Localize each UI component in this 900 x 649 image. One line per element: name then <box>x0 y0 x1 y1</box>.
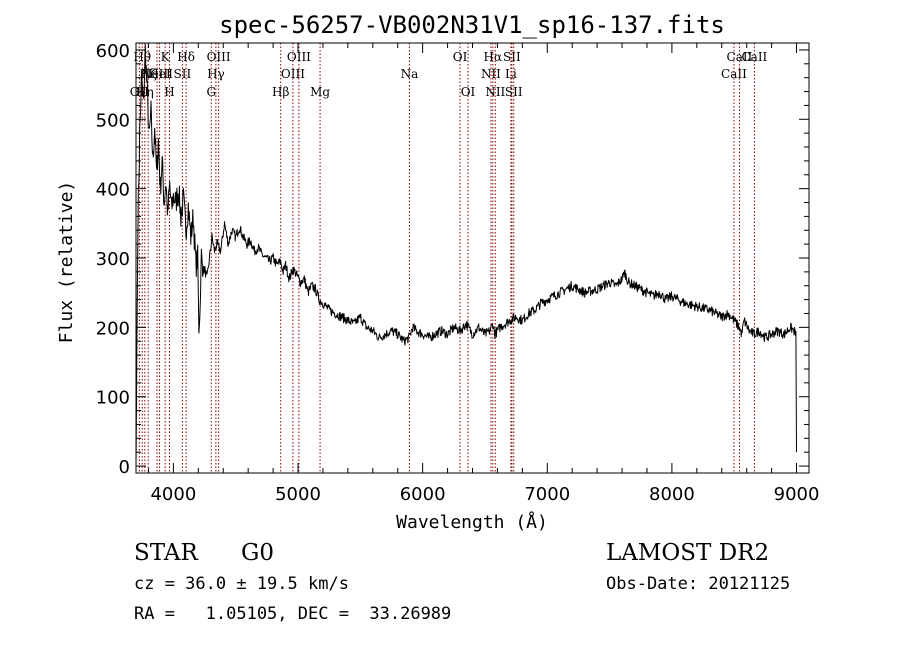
spectral-line-label: K <box>161 50 171 64</box>
spectral-lines-layer: OIIHθHηHζNeIIIHeIKHSIIHδGHγOIIIHβOIIIOII… <box>130 43 768 473</box>
y-tick-label: 200 <box>96 318 130 339</box>
y-tick-label: 500 <box>96 110 130 131</box>
spectral-line-label: SII <box>174 67 192 81</box>
spectral-line-label: Li <box>505 67 517 81</box>
survey-name: LAMOST DR2 <box>606 540 770 566</box>
spectrum-line <box>135 43 797 467</box>
x-tick-label: 8000 <box>649 484 695 505</box>
spectral-line-label: OI <box>461 85 476 99</box>
spectrum-layer <box>135 43 797 467</box>
spectral-line-label: SII <box>503 50 521 64</box>
spectral-line-label: Hα <box>484 50 503 64</box>
spectral-line-label: NeIII <box>141 67 173 81</box>
chart-title: spec-56257-VB002N31V1_sp16-137.fits <box>219 11 725 39</box>
x-tick-label: 4000 <box>150 484 196 505</box>
observation-date: Obs-Date: 20121125 <box>606 574 791 594</box>
spectral-line-label: OIII <box>287 50 311 64</box>
y-tick-label: 400 <box>96 180 130 201</box>
y-tick-label: 600 <box>96 41 130 62</box>
spectral-line-label: OI <box>453 50 468 64</box>
plot-frame <box>135 42 810 474</box>
spectral-line-label: H <box>164 85 174 99</box>
coordinates-text: RA = 1.05105, DEC = 33.26989 <box>134 604 452 624</box>
spectral-line-label: Hδ <box>177 50 195 64</box>
spectral-line-label: CaII <box>721 67 747 81</box>
spectral-line-label: CaII <box>727 50 753 64</box>
object-subclass: G0 <box>241 540 275 566</box>
spectral-line-label: Na <box>401 67 419 81</box>
spectral-line-label: Hγ <box>207 67 225 81</box>
x-tick-label: 6000 <box>400 484 446 505</box>
object-class: STAR <box>134 540 198 566</box>
spectral-line-label: OIII <box>207 50 231 64</box>
spectral-line-label: G <box>206 85 216 99</box>
spectral-line-label: Mg <box>310 85 330 99</box>
spectral-line-label: OIII <box>281 67 305 81</box>
x-tick-label: 9000 <box>774 484 820 505</box>
spectral-line-label: Hβ <box>272 85 289 99</box>
spectral-line-label: CaII <box>741 50 767 64</box>
spectral-line-label: Hθ <box>133 50 151 64</box>
x-tick-label: 7000 <box>524 484 570 505</box>
axis-ticks: 4000 5000 6000 7000 8000 9000 0 100 200 300 400 500… <box>96 41 820 505</box>
spectral-line-label: NII <box>481 67 501 81</box>
y-tick-label: 100 <box>96 388 130 409</box>
y-axis-label: Flux (relative) <box>56 181 77 344</box>
y-tick-label: 300 <box>96 249 130 270</box>
spectral-line-label: SII <box>505 85 523 99</box>
redshift-text: cz = 36.0 ± 19.5 km/s <box>134 574 349 594</box>
y-tick-label: 0 <box>119 457 130 478</box>
x-axis-label: Wavelength (Å) <box>396 511 548 533</box>
spectral-line-label: HeI <box>148 67 171 81</box>
spectral-line-label: NII <box>485 85 505 99</box>
x-tick-label: 5000 <box>275 484 321 505</box>
